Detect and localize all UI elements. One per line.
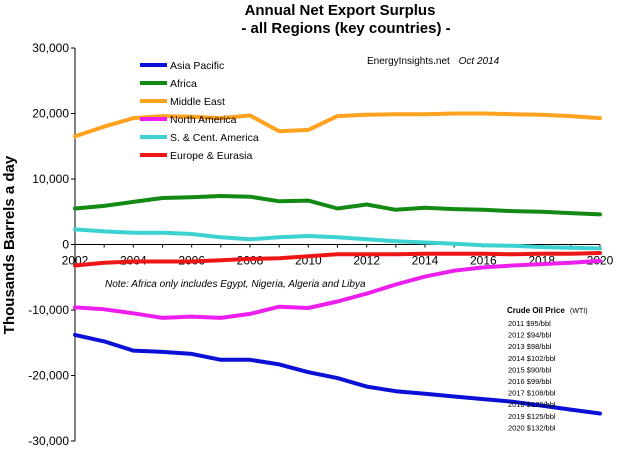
- price-table-row: 2012 $94/bbl: [508, 331, 552, 340]
- price-table-title-text: Crude Oil Price: [507, 306, 565, 315]
- chart-title: Annual Net Export Surplus: [245, 2, 436, 19]
- price-table-row: 2020 $132/bbl: [508, 423, 556, 432]
- legend-label-europe-eurasia: Europe & Eurasia: [170, 150, 252, 162]
- x-tick-label: 2014: [412, 254, 439, 268]
- source-text: EnergyInsights.net: [367, 56, 450, 67]
- legend-label-middle-east: Middle East: [170, 96, 225, 108]
- series-line-s-cent-america: [73, 227, 602, 251]
- y-tick-label: -30,000: [28, 434, 69, 448]
- legend: Asia Pacific Africa Middle East North Ameri…: [140, 60, 259, 162]
- price-table-row: 2015 $90/bbl: [508, 365, 552, 374]
- series-lines: [73, 111, 602, 416]
- legend-label-s-cent-america: S. & Cent. America: [170, 132, 259, 144]
- price-table-rows: 2011 $95/bbl 2012 $94/bbl 2013 $98/bbl 2014…: [508, 319, 556, 432]
- series-line-north-america: [73, 258, 602, 320]
- chart-subtitle: - all Regions (key countries) -: [241, 20, 450, 37]
- price-table-title-suffix: (WTI): [570, 308, 588, 315]
- chart-note: Note: Africa only includes Egypt, Nigeri…: [105, 279, 366, 290]
- source-label: EnergyInsights.net Oct 2014: [367, 56, 500, 67]
- price-table-row: 2019 $125/bbl: [508, 412, 556, 421]
- y-tick-labels: 30,000 20,000 10,000 0 -10,000 -20,000 -30,000: [28, 41, 69, 448]
- y-axis-label: Thousands Barrels a day: [1, 155, 18, 334]
- y-tick-label: -20,000: [28, 369, 69, 383]
- price-table-row: 2014 $102/bbl: [508, 354, 556, 363]
- x-tick-label: 2012: [353, 254, 380, 268]
- price-table-row: 2013 $98/bbl: [508, 342, 552, 351]
- price-table-row: 2017 $108/bbl: [508, 389, 556, 398]
- y-tick-label: 20,000: [32, 107, 69, 121]
- y-tick-label: 10,000: [32, 172, 69, 186]
- source-date: Oct 2014: [459, 56, 500, 67]
- y-tick-label: 30,000: [32, 41, 69, 55]
- legend-label-africa: Africa: [170, 78, 197, 90]
- price-table-row: 2016 $99/bbl: [508, 377, 552, 386]
- legend-label-asia-pacific: Asia Pacific: [170, 60, 224, 72]
- price-table-row: 2018 $120/bbl: [508, 400, 556, 409]
- price-table-row: 2011 $95/bbl: [508, 319, 551, 328]
- series-line-middle-east: [73, 111, 602, 139]
- series-line-asia-pacific: [73, 332, 602, 416]
- y-tick-label: -10,000: [28, 303, 69, 317]
- price-table: Crude Oil Price (WTI) 2011 $95/bbl 2012 $…: [507, 306, 588, 432]
- series-line-europe-eurasia: [73, 251, 602, 268]
- y-tick-label: 0: [62, 238, 69, 252]
- x-tick-label: 2016: [470, 254, 497, 268]
- legend-label-north-america: North America: [170, 114, 237, 126]
- series-line-africa: [73, 194, 602, 217]
- price-table-title: Crude Oil Price (WTI): [507, 306, 588, 315]
